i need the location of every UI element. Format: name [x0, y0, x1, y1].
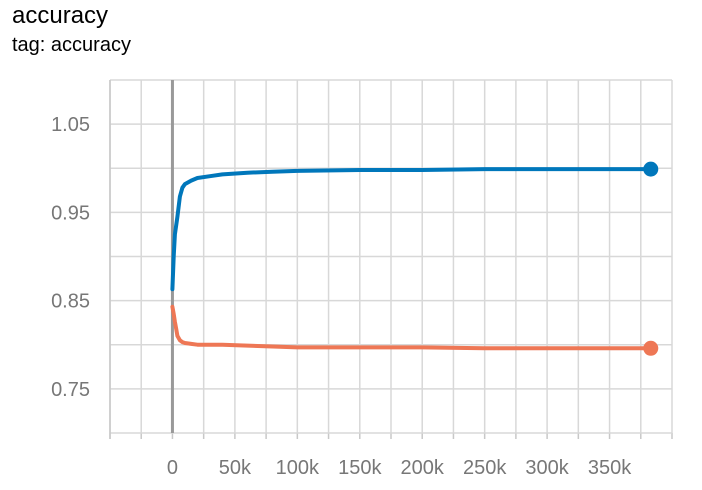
x-tick-label: 150k	[338, 457, 382, 479]
series-end-point-1	[643, 161, 659, 177]
series-end-point-2	[643, 340, 659, 356]
y-tick-label: 0.85	[51, 291, 90, 313]
x-tick-label: 50k	[219, 457, 252, 479]
y-tick-label: 1.05	[51, 114, 90, 136]
x-tick-label: 0	[167, 457, 178, 479]
y-tick-label: 0.75	[51, 379, 90, 401]
x-tick-label: 350k	[588, 457, 632, 479]
series-line-2	[170, 304, 653, 351]
series-line-1	[170, 167, 653, 292]
x-tick-label: 250k	[463, 457, 507, 479]
x-tick-label: 300k	[525, 457, 569, 479]
y-tick-label: 0.95	[51, 202, 90, 224]
chart-tag-label: tag: accuracy	[12, 34, 131, 56]
x-tick-label: 100k	[276, 457, 320, 479]
x-tick-label: 200k	[401, 457, 445, 479]
chart-title: accuracy	[12, 2, 109, 29]
